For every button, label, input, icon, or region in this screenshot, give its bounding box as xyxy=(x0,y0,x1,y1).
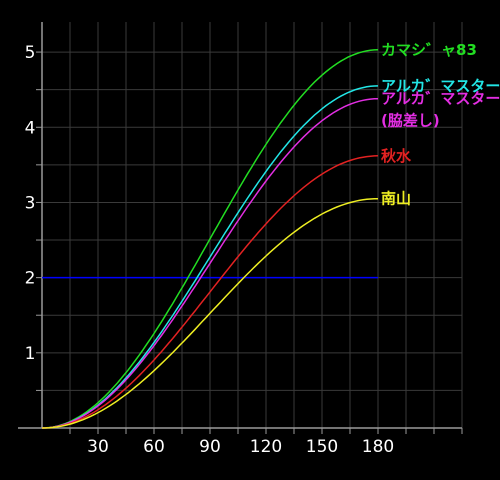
x-tick-label: 180 xyxy=(362,437,394,457)
y-tick-label: 3 xyxy=(25,193,36,213)
series-line-4 xyxy=(41,197,379,429)
series-label-0: カマシ゛ャ83 xyxy=(381,41,477,59)
tick-labels: 30 60 90 120 150 180 1 2 3 4 5 xyxy=(25,43,395,457)
grid xyxy=(42,22,463,428)
series-line-3 xyxy=(41,155,379,429)
series-label-2: (脇差し) xyxy=(381,112,440,130)
x-tick-label: 90 xyxy=(199,437,221,457)
series-layer xyxy=(41,49,379,429)
series-line-0 xyxy=(41,49,379,429)
series-label-2: アルカ゛マスター xyxy=(381,90,500,108)
axes xyxy=(18,22,463,434)
x-tick-label: 120 xyxy=(250,437,282,457)
series-label-3: 秋水 xyxy=(381,147,412,165)
series-label-1: アルカ゛マスター xyxy=(381,77,500,95)
x-tick-label: 30 xyxy=(87,437,109,457)
y-tick-label: 5 xyxy=(25,43,36,63)
series-label-4: 南山 xyxy=(381,190,411,208)
x-tick-label: 150 xyxy=(306,437,338,457)
y-tick-label: 4 xyxy=(25,118,36,138)
y-tick-label: 1 xyxy=(25,344,36,364)
x-tick-label: 60 xyxy=(143,437,165,457)
series-line-2 xyxy=(41,97,379,429)
y-tick-label: 2 xyxy=(25,269,36,289)
